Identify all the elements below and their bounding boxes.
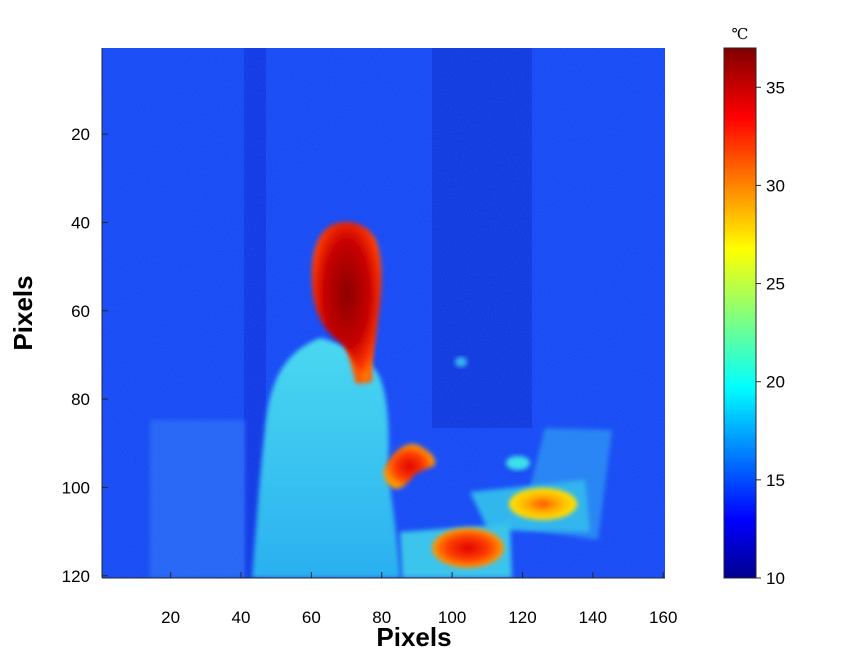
- colorbar-tick-label: 15: [766, 471, 785, 490]
- y-tick-label: 120: [62, 567, 90, 586]
- colorbar-ticks: 10 15 20 25 30 35: [756, 78, 785, 588]
- x-ticks: 20 40 60 80 100 120 140 160: [161, 572, 677, 627]
- y-tick-label: 60: [71, 302, 90, 321]
- y-axis-title: Pixels: [8, 275, 38, 350]
- y-ticks: 20 40 60 80 100 120: [62, 125, 108, 586]
- y-tick-label: 20: [71, 125, 90, 144]
- x-tick-label: 60: [302, 608, 321, 627]
- x-tick-label: 160: [649, 608, 677, 627]
- colorbar-unit-label: ℃: [732, 25, 749, 43]
- y-tick-label: 80: [71, 390, 90, 409]
- x-tick-label: 40: [232, 608, 251, 627]
- x-tick-label: 120: [508, 608, 536, 627]
- heatmap-image: [102, 48, 665, 578]
- colorbar: 10 15 20 25 30 35 ℃: [724, 25, 785, 588]
- x-tick-label: 140: [579, 608, 607, 627]
- x-axis-title: Pixels: [376, 622, 451, 651]
- colorbar-tick-label: 35: [766, 78, 785, 97]
- colorbar-tick-label: 30: [766, 176, 785, 195]
- y-tick-label: 40: [71, 213, 90, 232]
- colorbar-tick-label: 25: [766, 275, 785, 294]
- colorbar-tick-label: 20: [766, 373, 785, 392]
- warm-object-right: [509, 488, 577, 520]
- warm-object-lower: [432, 528, 504, 568]
- small-reflection-spot: [455, 357, 467, 367]
- colorbar-tick-label: 10: [766, 569, 785, 588]
- y-tick-label: 100: [62, 478, 90, 497]
- small-warm-spot: [506, 456, 530, 470]
- x-tick-label: 20: [161, 608, 180, 627]
- colorbar-gradient: [724, 48, 756, 578]
